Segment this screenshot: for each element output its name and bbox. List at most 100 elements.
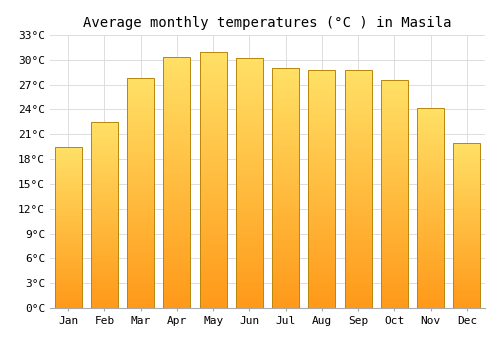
Bar [164,135,190,138]
Bar [417,304,444,306]
Bar [381,230,408,233]
Bar [344,122,372,125]
Bar [381,196,408,198]
Bar [308,77,336,79]
Bar [200,231,226,234]
Bar [200,131,226,134]
Bar [236,213,263,216]
Bar [381,141,408,144]
Bar [127,110,154,112]
Bar [200,164,226,167]
Bar [236,143,263,146]
Bar [381,167,408,169]
Bar [454,263,480,265]
Bar [454,181,480,182]
Bar [236,186,263,188]
Bar [236,178,263,181]
Bar [54,297,82,298]
Bar [164,258,190,260]
Bar [236,233,263,236]
Bar [417,306,444,308]
Bar [272,205,299,207]
Bar [272,198,299,200]
Bar [417,128,444,130]
Bar [454,166,480,167]
Bar [91,241,118,243]
Bar [344,263,372,265]
Bar [91,258,118,260]
Bar [272,236,299,238]
Bar [236,253,263,255]
Bar [91,243,118,245]
Bar [417,170,444,172]
Bar [308,110,336,113]
Bar [164,82,190,85]
Bar [164,178,190,180]
Bar [91,232,118,233]
Bar [454,232,480,233]
Bar [127,96,154,99]
Bar [308,294,336,296]
Bar [164,175,190,178]
Bar [54,260,82,261]
Bar [344,139,372,141]
Bar [381,253,408,255]
Bar [454,298,480,300]
Bar [236,290,263,293]
Bar [344,256,372,258]
Bar [454,149,480,151]
Bar [164,112,190,115]
Bar [344,148,372,151]
Bar [127,99,154,101]
Bar [164,256,190,258]
Bar [164,188,190,190]
Bar [454,179,480,181]
Bar [91,196,118,198]
Bar [454,293,480,295]
Bar [200,77,226,80]
Bar [454,276,480,278]
Bar [417,124,444,126]
Bar [272,248,299,250]
Bar [381,221,408,224]
Bar [127,184,154,186]
Bar [417,268,444,270]
Bar [127,115,154,117]
Bar [127,220,154,223]
Bar [344,205,372,208]
Bar [127,119,154,122]
Bar [308,163,336,165]
Bar [381,287,408,290]
Bar [164,133,190,135]
Bar [127,161,154,163]
Bar [164,283,190,286]
Bar [272,262,299,265]
Bar [308,277,336,279]
Bar [344,179,372,182]
Bar [454,219,480,220]
Bar [344,208,372,210]
Bar [417,136,444,138]
Bar [272,272,299,274]
Bar [308,75,336,77]
Bar [417,260,444,262]
Bar [344,196,372,198]
Bar [91,154,118,155]
Bar [417,112,444,114]
Bar [127,216,154,218]
Bar [91,198,118,200]
Bar [344,289,372,291]
Bar [417,160,444,162]
Bar [200,234,226,236]
Bar [164,70,190,72]
Bar [272,131,299,133]
Bar [417,230,444,232]
Bar [164,230,190,233]
Bar [272,164,299,167]
Bar [54,273,82,274]
Bar [344,201,372,203]
Bar [236,220,263,223]
Bar [200,264,226,267]
Bar [454,217,480,219]
Bar [200,293,226,295]
